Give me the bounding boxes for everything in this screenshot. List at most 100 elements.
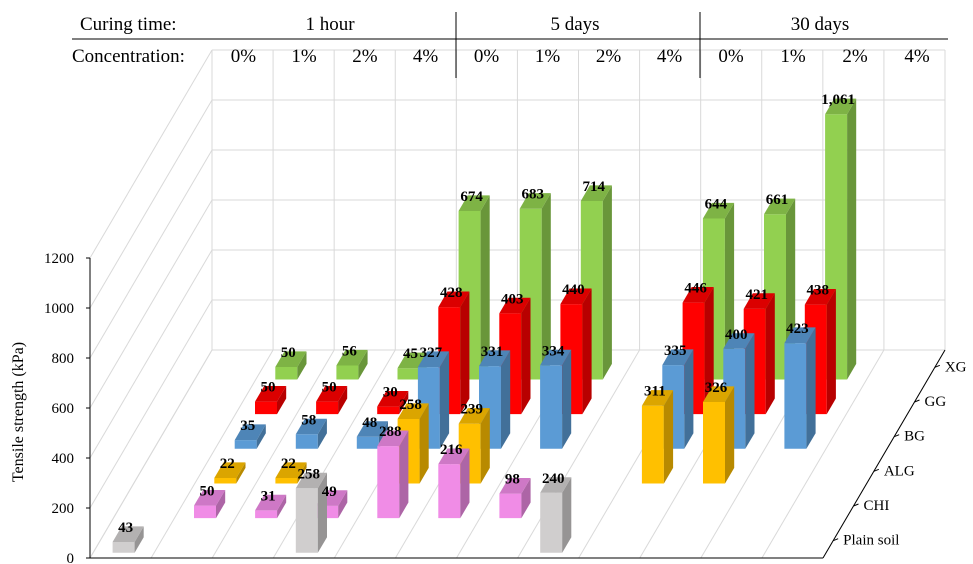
value-label-gg-6: 403 xyxy=(501,291,524,307)
bar-side-face xyxy=(684,349,694,449)
bar-front-face xyxy=(234,440,257,449)
depth-tick-mark xyxy=(893,434,900,438)
bar-front-face xyxy=(194,505,216,519)
bar-side-face xyxy=(541,193,551,380)
bar-top-face xyxy=(458,408,490,424)
bar-top-face xyxy=(499,478,531,494)
bar-gg-2 xyxy=(255,386,287,415)
bar-gg-4 xyxy=(377,391,409,415)
axes: Tensile strength (kPa) 0 200 400 600 800 1000… xyxy=(10,251,967,564)
bar-top-face xyxy=(560,288,592,305)
bar-top-face xyxy=(377,430,409,447)
bar-gg-3 xyxy=(316,386,348,415)
side-wall-gridline xyxy=(89,249,213,459)
bar-front-face xyxy=(356,436,379,449)
floor-gridline xyxy=(761,349,885,559)
bar-chi-3 xyxy=(255,494,287,519)
bar-side-face xyxy=(826,289,836,415)
bar-front-face xyxy=(703,402,725,484)
bar-front-face xyxy=(499,493,522,519)
value-label-gg-7: 440 xyxy=(562,282,585,298)
value-label-chi-2: 50 xyxy=(200,484,215,500)
bar-top-face xyxy=(764,198,796,215)
bar-side-face xyxy=(277,386,287,415)
value-label-bg-9: 335 xyxy=(664,343,687,359)
value-label-xg-2: 50 xyxy=(281,345,296,361)
bar-xg-5 xyxy=(458,195,490,380)
bar-bg-11 xyxy=(784,327,816,449)
series-bg-bars xyxy=(234,327,816,449)
concentration-30-days-0: 0% xyxy=(718,46,744,67)
bar-chi-6 xyxy=(438,448,470,519)
depth-tick-mark xyxy=(914,399,920,403)
value-label-gg-4: 30 xyxy=(383,385,398,401)
bar-bg-3 xyxy=(295,418,327,449)
bar-alg-9 xyxy=(641,390,674,484)
side-wall-gridline xyxy=(89,199,213,409)
bar-front-face xyxy=(641,405,664,484)
bar-top-face xyxy=(377,391,409,407)
value-label-bg-10: 400 xyxy=(725,327,748,343)
depth-tick-mark xyxy=(853,503,859,507)
bar-top-face xyxy=(316,386,348,402)
value-label-xg-7: 714 xyxy=(583,179,606,195)
value-label-gg-3: 50 xyxy=(322,380,337,396)
side-wall-gridline xyxy=(89,299,213,509)
bar-side-face xyxy=(297,462,307,484)
value-label-bg-6: 331 xyxy=(481,344,504,360)
bar-top-face xyxy=(397,403,429,419)
concentration-1-hour-0: 0% xyxy=(231,46,257,67)
bar-chi-2 xyxy=(194,490,226,519)
y-tick-label: 1000 xyxy=(44,301,74,317)
bar-side-face xyxy=(277,494,287,519)
concentration-1-hour-4: 4% xyxy=(413,46,439,67)
bar-front-face xyxy=(540,365,563,449)
depth-tick-mark xyxy=(832,538,839,542)
value-label-alg-5: 258 xyxy=(399,397,422,413)
y-tick-label: 200 xyxy=(52,501,75,517)
bar-side-face xyxy=(480,195,490,380)
bar-side-face xyxy=(663,390,674,484)
value-label-chi-6: 216 xyxy=(440,442,463,458)
bar-side-face xyxy=(602,185,612,380)
concentration-30-days-2: 2% xyxy=(842,46,868,67)
bar-side-face xyxy=(297,351,307,380)
bar-side-face xyxy=(236,462,246,484)
bar-xg-3 xyxy=(336,349,368,380)
category-label-plain-soil: Plain soil xyxy=(843,533,899,549)
bar-plain-soil-1 xyxy=(112,526,144,553)
bar-front-face xyxy=(336,365,359,380)
bar-front-face xyxy=(377,406,400,415)
value-label-chi-7: 98 xyxy=(505,472,520,488)
bar-top-face xyxy=(682,287,714,303)
value-label-plain-soil-1: 43 xyxy=(118,520,133,536)
value-label-xg-4: 45 xyxy=(403,346,418,362)
bar-side-face xyxy=(562,477,572,553)
y-axis-label: Tensile strength (kPa) xyxy=(10,342,27,482)
bar-top-face xyxy=(438,448,470,465)
bar-top-face xyxy=(194,490,226,506)
value-label-chi-5: 288 xyxy=(379,424,402,440)
bar-gg-7 xyxy=(560,288,592,415)
floor-gridline xyxy=(89,349,213,559)
bar-side-face xyxy=(256,424,266,449)
value-label-bg-3: 58 xyxy=(301,412,316,428)
bar-plain-soil-4 xyxy=(295,472,327,553)
bar-side-face xyxy=(358,349,368,380)
bar-top-face xyxy=(723,333,755,349)
bar-top-face xyxy=(275,462,307,478)
value-label-xg-9: 644 xyxy=(705,197,728,213)
side-wall-gridline xyxy=(89,149,213,359)
bar-top-face xyxy=(702,202,735,219)
bar-top-face xyxy=(662,349,694,366)
value-label-xg-3: 56 xyxy=(342,344,358,360)
bar-side-face xyxy=(847,98,857,380)
bar-front-face xyxy=(295,488,318,553)
bar-top-face xyxy=(540,349,572,366)
bar-side-face xyxy=(134,526,144,553)
bar-alg-2 xyxy=(214,462,246,484)
category-label-gg: GG xyxy=(925,394,947,410)
bar-top-face xyxy=(458,195,490,211)
category-label-alg: ALG xyxy=(884,463,915,479)
bar-side-face xyxy=(562,349,572,449)
